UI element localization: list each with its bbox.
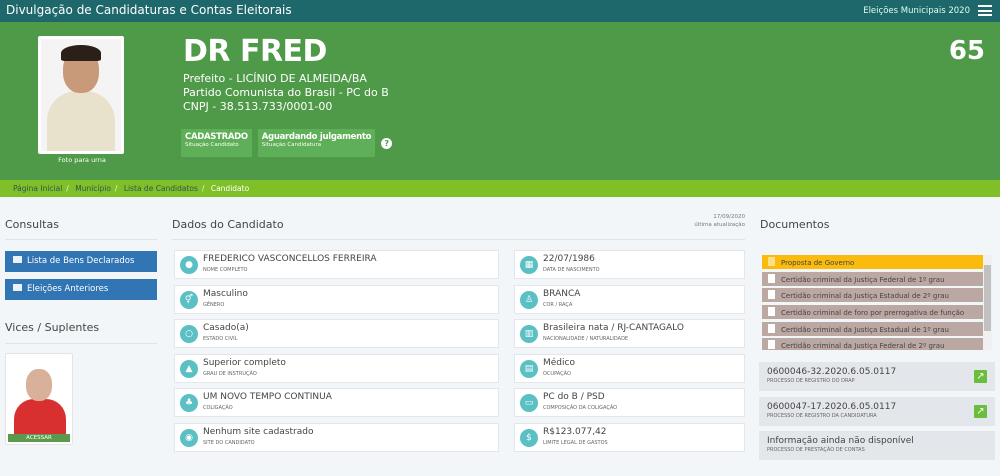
document-link[interactable]: Certidão criminal da Justiça Estadual de…	[762, 322, 983, 336]
election-label: Eleições Municipais 2020	[863, 6, 970, 16]
info-card: ▤ Médico OCUPAÇÃO	[514, 354, 745, 383]
info-card: ▥ Brasileira nata / RJ-CANTAGALO NACIONA…	[514, 319, 745, 348]
documents-list: Proposta de Governo Certidão criminal da …	[762, 255, 983, 350]
bens-declarados-button[interactable]: Lista de Bens Declarados	[5, 251, 157, 272]
status-badge-candidacy: Aguardando julgamentoSituação Candidatur…	[258, 129, 375, 157]
external-link-icon[interactable]: ↗	[974, 370, 987, 383]
dados-heading: Dados do Candidato	[172, 218, 284, 231]
document-link[interactable]: Certidão criminal da Justiça Estadual de…	[762, 288, 983, 302]
file-icon	[768, 290, 775, 299]
file-icon	[768, 324, 775, 333]
institution-icon: ▤	[520, 360, 538, 378]
list-icon	[13, 256, 22, 263]
info-card: ▭ PC do B / PSD COMPOSIÇÃO DA COLIGAÇÃO	[514, 388, 745, 417]
map-icon: ▥	[520, 325, 538, 343]
user-icon: ●	[180, 256, 198, 274]
status-badges: CADASTRADOSituação Candidato Aguardando …	[181, 129, 392, 157]
group-icon: ♣	[180, 394, 198, 412]
document-link[interactable]: Certidão criminal da Justiça Federal de …	[762, 338, 983, 350]
photo-caption: Foto para urna	[40, 156, 124, 164]
candidate-header: Foto para urna DR FRED Prefeito - LICÍNI…	[0, 22, 1000, 180]
process-card: 0600046-32.2020.6.05.0117PROCESSO DE REG…	[759, 362, 995, 391]
folder-icon: ▭	[520, 394, 538, 412]
list-icon	[13, 284, 22, 291]
info-label: NACIONALIDADE / NATURALIDADE	[543, 336, 628, 343]
info-value: BRANCA	[543, 289, 580, 300]
candidate-cnpj: CNPJ - 38.513.733/0001-00	[183, 100, 332, 113]
status-badge-candidate: CADASTRADOSituação Candidato	[181, 129, 252, 157]
vices-heading: Vices / Suplentes	[5, 321, 99, 334]
process-card: 0600047-17.2020.6.05.0117PROCESSO DE REG…	[759, 397, 995, 426]
breadcrumb: Página Inicial/ Município/ Lista de Cand…	[0, 180, 1000, 197]
info-value: Superior completo	[203, 358, 286, 369]
vice-card[interactable]: ACESSAR	[5, 353, 73, 445]
info-label: NOME COMPLETO	[203, 267, 247, 274]
info-value: FREDERICO VASCONCELLOS FERREIRA	[203, 254, 377, 265]
info-label: OCUPAÇÃO	[543, 371, 571, 378]
info-card: ⚥ Masculino GÊNERO	[174, 285, 499, 314]
info-card: ▦ 22/07/1986 DATA DE NASCIMENTO	[514, 250, 745, 279]
info-label: COMPOSIÇÃO DA COLIGAÇÃO	[543, 405, 617, 412]
info-value: Brasileira nata / RJ-CANTAGALO	[543, 323, 684, 334]
top-bar: Divulgação de Candidaturas e Contas Elei…	[0, 0, 1000, 22]
info-card: ● FREDERICO VASCONCELLOS FERREIRA NOME C…	[174, 250, 499, 279]
info-label: DATA DE NASCIMENTO	[543, 267, 600, 274]
info-value: Médico	[543, 358, 575, 369]
graduation-cap-icon: ▲	[180, 360, 198, 378]
breadcrumb-current: Candidato	[211, 184, 249, 193]
document-link[interactable]: Proposta de Governo	[762, 255, 983, 269]
info-value: Casado(a)	[203, 323, 249, 334]
info-card: ♙ BRANCA COR / RAÇA	[514, 285, 745, 314]
info-card: $ R$123.077,42 LIMITE LEGAL DE GASTOS	[514, 423, 745, 452]
breadcrumb-lista[interactable]: Lista de Candidatos	[124, 184, 198, 193]
external-link-icon[interactable]: ↗	[974, 405, 987, 418]
consultas-heading: Consultas	[5, 218, 59, 231]
help-icon[interactable]: ?	[381, 138, 392, 149]
document-link[interactable]: Certidão criminal de foro por prerrogati…	[762, 305, 983, 319]
file-icon	[768, 307, 775, 316]
process-card: Informação ainda não disponívelPROCESSO …	[759, 431, 995, 460]
info-value: Masculino	[203, 289, 248, 300]
file-icon	[768, 340, 775, 349]
app-title: Divulgação de Candidaturas e Contas Elei…	[6, 3, 292, 17]
documentos-heading: Documentos	[760, 218, 829, 231]
candidate-party: Partido Comunista do Brasil - PC do B	[183, 86, 389, 99]
info-label: LIMITE LEGAL DE GASTOS	[543, 440, 608, 447]
info-label: SITE DO CANDIDATO	[203, 440, 255, 447]
candidate-office: Prefeito - LICÍNIO DE ALMEIDA/BA	[183, 72, 367, 85]
breadcrumb-municipio[interactable]: Município	[75, 184, 111, 193]
hamburger-menu-icon[interactable]	[978, 5, 992, 16]
vice-access-button[interactable]: ACESSAR	[8, 434, 70, 442]
info-label: COLIGAÇÃO	[203, 405, 233, 412]
gender-icon: ⚥	[180, 291, 198, 309]
info-value: Nenhum site cadastrado	[203, 427, 313, 438]
info-label: ESTADO CIVIL	[203, 336, 237, 343]
info-label: GRAU DE INSTRUÇÃO	[203, 371, 257, 378]
candidate-number: 65	[949, 36, 985, 66]
globe-icon: ◉	[180, 429, 198, 447]
breadcrumb-home[interactable]: Página Inicial	[13, 184, 62, 193]
eleicoes-anteriores-button[interactable]: Eleições Anteriores	[5, 279, 157, 300]
info-value: R$123.077,42	[543, 427, 607, 438]
info-card: ▲ Superior completo GRAU DE INSTRUÇÃO	[174, 354, 499, 383]
ring-icon: ○	[180, 325, 198, 343]
info-card: ♣ UM NOVO TEMPO CONTINUA COLIGAÇÃO	[174, 388, 499, 417]
calendar-icon: ▦	[520, 256, 538, 274]
info-label: COR / RAÇA	[543, 302, 572, 309]
info-value: 22/07/1986	[543, 254, 595, 265]
document-link[interactable]: Certidão criminal da Justiça Federal de …	[762, 272, 983, 286]
file-icon	[768, 257, 775, 266]
dollar-icon: $	[520, 429, 538, 447]
person-icon: ♙	[520, 291, 538, 309]
info-value: UM NOVO TEMPO CONTINUA	[203, 392, 332, 403]
info-label: GÊNERO	[203, 302, 224, 309]
candidate-name: DR FRED	[183, 34, 327, 69]
candidate-photo	[38, 36, 124, 154]
info-card: ○ Casado(a) ESTADO CIVIL	[174, 319, 499, 348]
file-icon	[768, 274, 775, 283]
last-update: 17/09/2020última atualização	[694, 213, 745, 229]
documents-scrollbar[interactable]	[983, 255, 992, 350]
info-value: PC do B / PSD	[543, 392, 605, 403]
info-card: ◉ Nenhum site cadastrado SITE DO CANDIDA…	[174, 423, 499, 452]
